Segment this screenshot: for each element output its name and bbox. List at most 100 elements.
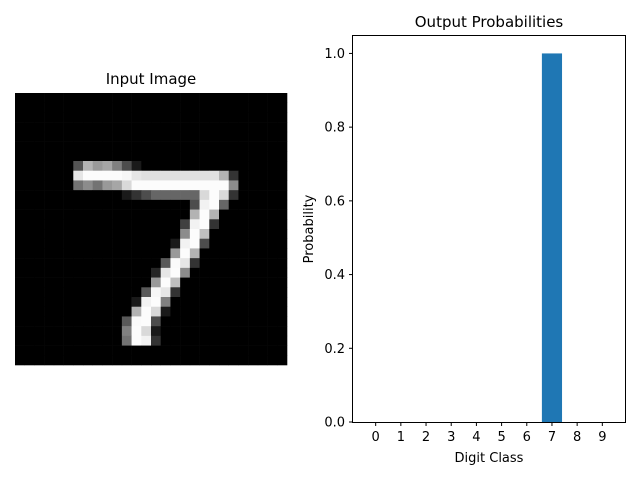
image-pixel (238, 141, 249, 152)
image-pixel (160, 297, 171, 308)
image-pixel (180, 345, 191, 356)
image-pixel (267, 112, 278, 123)
image-pixel (199, 277, 210, 288)
image-pixel (189, 151, 200, 162)
image-pixel (160, 277, 171, 288)
image-pixel (180, 93, 191, 104)
image-pixel (15, 326, 26, 337)
image-pixel (73, 161, 84, 172)
image-pixel (102, 277, 113, 288)
image-pixel (53, 248, 64, 259)
image-pixel (53, 122, 64, 133)
image-pixel (238, 199, 249, 210)
image-pixel (248, 306, 259, 317)
image-pixel (219, 93, 230, 104)
image-pixel (141, 151, 152, 162)
image-pixel (219, 248, 230, 259)
image-pixel (83, 229, 94, 240)
image-pixel (151, 161, 162, 172)
image-pixel (257, 316, 268, 327)
image-pixel (92, 112, 103, 123)
image-pixel (15, 141, 26, 152)
image-pixel (131, 170, 142, 181)
image-pixel (257, 355, 268, 366)
image-pixel (160, 316, 171, 327)
y-tick-label: 0.4 (324, 268, 345, 283)
image-pixel (199, 112, 210, 123)
image-pixel (189, 131, 200, 142)
image-pixel (219, 345, 230, 356)
image-pixel (15, 199, 26, 210)
image-pixel (24, 277, 35, 288)
image-pixel (121, 326, 132, 337)
image-pixel (121, 267, 132, 278)
image-pixel (160, 306, 171, 317)
image-pixel (34, 209, 45, 220)
image-pixel (199, 355, 210, 366)
plot-frame (352, 35, 626, 423)
image-pixel (248, 277, 259, 288)
image-pixel (219, 151, 230, 162)
image-pixel (277, 102, 288, 113)
image-pixel (151, 238, 162, 249)
image-pixel (83, 170, 94, 181)
image-pixel (189, 170, 200, 181)
image-pixel (63, 131, 74, 142)
image-pixel (92, 93, 103, 104)
image-pixel (112, 170, 123, 181)
image-pixel (238, 209, 249, 220)
image-pixel (151, 112, 162, 123)
image-pixel (170, 345, 181, 356)
image-pixel (238, 93, 249, 104)
image-pixel (83, 287, 94, 298)
image-pixel (53, 131, 64, 142)
image-pixel (180, 258, 191, 269)
image-pixel (63, 141, 74, 152)
image-pixel (189, 238, 200, 249)
image-pixel (121, 345, 132, 356)
image-pixel (170, 131, 181, 142)
image-pixel (199, 326, 210, 337)
image-pixel (209, 277, 220, 288)
image-pixel (83, 199, 94, 210)
image-pixel (34, 190, 45, 201)
image-pixel (219, 277, 230, 288)
image-pixel (102, 316, 113, 327)
image-pixel (63, 209, 74, 220)
image-pixel (83, 93, 94, 104)
image-pixel (209, 151, 220, 162)
image-pixel (15, 355, 26, 366)
image-pixel (34, 93, 45, 104)
image-pixel (15, 122, 26, 133)
image-pixel (73, 355, 84, 366)
image-pixel (15, 258, 26, 269)
image-pixel (112, 248, 123, 259)
image-pixel (15, 287, 26, 298)
image-pixel (228, 326, 239, 337)
image-pixel (24, 267, 35, 278)
image-pixel (73, 102, 84, 113)
image-pixel (131, 335, 142, 346)
x-tick-label: 2 (422, 430, 430, 445)
image-pixel (112, 190, 123, 201)
image-pixel (53, 258, 64, 269)
image-pixel (160, 326, 171, 337)
image-pixel (209, 355, 220, 366)
image-pixel (24, 306, 35, 317)
image-pixel (151, 190, 162, 201)
image-pixel (102, 209, 113, 220)
image-pixel (209, 229, 220, 240)
image-pixel (151, 131, 162, 142)
image-pixel (102, 141, 113, 152)
image-pixel (141, 122, 152, 133)
image-pixel (83, 238, 94, 249)
image-pixel (151, 297, 162, 308)
image-pixel (102, 131, 113, 142)
image-pixel (160, 112, 171, 123)
image-pixel (63, 170, 74, 181)
image-pixel (257, 258, 268, 269)
image-pixel (189, 258, 200, 269)
image-pixel (277, 258, 288, 269)
image-pixel (189, 229, 200, 240)
image-pixel (44, 316, 55, 327)
